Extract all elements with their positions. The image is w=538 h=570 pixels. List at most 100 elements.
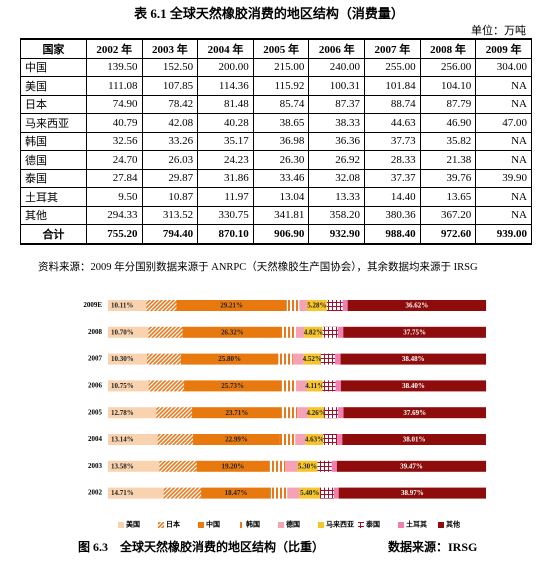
bar-segment — [306, 300, 327, 311]
legend-swatch — [398, 522, 404, 528]
value-label: 5.40% — [300, 489, 319, 497]
header-cell: 2009 年 — [475, 38, 532, 59]
table-row: 中国 139.50 152.50 200.00 215.00 240.00 255.00 25… — [20, 57, 532, 77]
table-cell: 88.74 — [364, 94, 421, 114]
value-label: 22.99% — [225, 436, 248, 444]
value-label: 19.20% — [222, 462, 245, 470]
table-cell: 313.52 — [141, 205, 199, 225]
table-cell: 13.33 — [308, 187, 366, 207]
table-cell: 35.17 — [197, 131, 254, 151]
bar-segment — [338, 487, 486, 499]
value-label: 37.69% — [403, 409, 426, 417]
table-row: 日本 74.90 78.42 81.48 85.74 87.37 88.74 87.79 NA — [20, 94, 532, 114]
table-row: 土耳其 9.50 10.87 11.97 13.04 13.33 14.40 13.65 NA — [20, 187, 532, 207]
table-cell: NA — [475, 187, 532, 207]
bar-segment — [281, 380, 297, 392]
bar-segment — [287, 487, 300, 499]
table-cell: 104.10 — [419, 76, 477, 96]
value-label: 4.11% — [305, 382, 324, 390]
legend-label: 德国 — [286, 520, 300, 529]
table-title: 表 6.1 全球天然橡胶消费的地区结构（消费量） — [134, 6, 404, 21]
table-cell: 200.00 — [197, 57, 254, 77]
bar-segment — [295, 434, 306, 445]
bar-segment — [336, 460, 487, 472]
value-label: 4.82% — [304, 328, 323, 336]
bar-segment — [108, 300, 147, 311]
table-cell: 367.20 — [419, 205, 477, 225]
table-cell: 韩国 — [20, 131, 87, 151]
bar-segment — [337, 434, 343, 445]
table-cell: 906.90 — [252, 224, 310, 244]
bar-segment — [322, 326, 338, 338]
table-cell: 240.00 — [308, 57, 366, 77]
table-cell: 294.33 — [85, 205, 143, 225]
table-cell: NA — [475, 76, 532, 96]
table-cell: 380.36 — [364, 205, 421, 225]
legend-label: 马来西亚 — [326, 520, 354, 529]
table-cell: 39.90 — [475, 168, 532, 188]
header-cell: 2004 年 — [197, 38, 254, 59]
table-cell: 87.37 — [308, 94, 366, 114]
bar-segment — [335, 353, 341, 365]
figure-caption: 图 6.3 全球天然橡胶消费的地区结构（比重） — [78, 539, 324, 554]
value-label: 23.71% — [225, 409, 248, 417]
bar-segment — [157, 434, 194, 445]
table-cell: 24.70 — [85, 150, 143, 170]
table-cell: 115.92 — [252, 76, 310, 96]
bar-segment — [299, 300, 307, 311]
value-label: 10.75% — [111, 382, 134, 390]
bar-segment — [342, 300, 348, 311]
bar-segment — [176, 300, 287, 311]
bar-segment — [148, 326, 183, 338]
bar-segment — [269, 460, 286, 472]
bar-segment — [282, 326, 296, 338]
figure-source: 数据来源：IRSG — [388, 539, 477, 554]
legend-label: 韩国 — [246, 520, 260, 529]
value-label: 5.30% — [298, 462, 317, 470]
bar-segment — [108, 460, 160, 472]
table-cell: 42.08 — [141, 113, 199, 133]
legend-label: 其他 — [446, 520, 460, 529]
table-cell: 合计 — [20, 224, 87, 244]
bar-segment — [297, 460, 318, 472]
table-cell: 988.40 — [364, 224, 421, 244]
bar-segment — [326, 300, 343, 311]
value-label: 10.30% — [111, 355, 134, 363]
value-label: 38.01% — [403, 436, 426, 444]
table-cell: 13.04 — [252, 187, 310, 207]
header-cell: 2003 年 — [141, 38, 199, 59]
table-cell: 14.40 — [364, 187, 421, 207]
table-cell: 31.86 — [197, 168, 254, 188]
header-cell: 2007 年 — [364, 38, 421, 59]
bar-segment — [299, 487, 320, 499]
header-cell: 2002 年 — [85, 38, 143, 59]
bar-segment — [201, 487, 271, 499]
bar-segment — [343, 326, 486, 338]
table-cell: 972.60 — [419, 224, 477, 244]
table-cell: 28.33 — [364, 150, 421, 170]
bar-segment — [285, 460, 298, 472]
category-label: 2009E — [83, 301, 102, 309]
bar-segment — [281, 407, 298, 419]
value-label: 25.80% — [218, 355, 241, 363]
value-label: 18.47% — [225, 489, 248, 497]
bar-segment — [319, 487, 334, 499]
header-cell: 2008 年 — [419, 38, 477, 59]
chart: 2009E 10.11% 29.21% 5.28% 36.62% 2008 10.70% 26… — [78, 300, 487, 554]
table-cell: 38.65 — [252, 113, 310, 133]
table-cell: 87.79 — [419, 94, 477, 114]
table-cell: 932.90 — [308, 224, 366, 244]
legend-label: 土耳其 — [406, 520, 427, 529]
table-cell: 美国 — [20, 76, 87, 96]
category-label: 2002 — [88, 489, 103, 497]
table-cell: 26.30 — [252, 150, 310, 170]
bar-segment — [347, 300, 487, 311]
bar-segment — [323, 434, 338, 445]
category-label: 2003 — [88, 462, 103, 470]
legend-label: 日本 — [166, 520, 180, 529]
bar-segment — [340, 380, 487, 392]
table-cell: 10.87 — [141, 187, 199, 207]
value-label: 14.71% — [111, 489, 134, 497]
table-cell: 870.10 — [197, 224, 254, 244]
value-label: 38.48% — [402, 355, 425, 363]
